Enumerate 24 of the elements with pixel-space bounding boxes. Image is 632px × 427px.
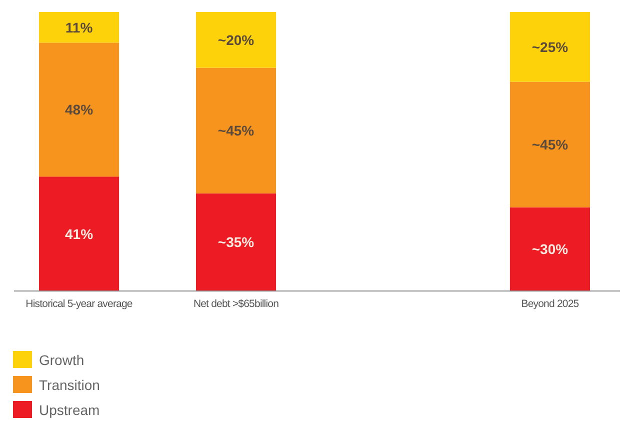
bar (196, 12, 276, 68)
x-tick-label: Net debt >$65billion (193, 298, 280, 310)
data-label: 11% (65, 19, 94, 36)
bar (39, 176, 120, 291)
x-tick-label: Historical 5-year average (26, 298, 133, 310)
bar (510, 12, 590, 82)
data-label: ~35% (218, 234, 255, 250)
x-tick-label: Beyond 2025 (521, 298, 580, 310)
legend-label: Growth (39, 352, 84, 368)
bar (510, 82, 590, 208)
data-label: ~25% (532, 38, 569, 55)
data-label: ~45% (218, 122, 255, 139)
data-label: 41% (65, 226, 94, 242)
data-label: ~20% (218, 32, 255, 48)
bar (39, 42, 120, 177)
bar (510, 207, 590, 291)
bar (196, 193, 276, 291)
legend-label: Transition (39, 377, 100, 393)
data-label: 48% (65, 102, 94, 118)
bar (196, 68, 276, 194)
legend-label: Upstream (39, 402, 100, 418)
data-label: ~45% (532, 136, 569, 153)
bar (39, 12, 120, 43)
data-label: ~30% (532, 241, 569, 258)
